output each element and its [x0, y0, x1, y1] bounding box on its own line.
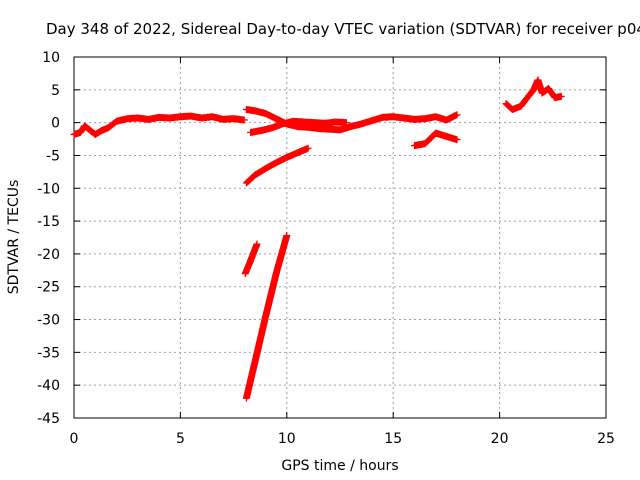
chart-title: Day 348 of 2022, Sidereal Day-to-day VTE…	[46, 20, 640, 38]
y-tick-label: -20	[37, 247, 60, 263]
data-point-markers	[242, 232, 291, 402]
data-trace	[242, 144, 312, 187]
axis-ticks	[73, 56, 607, 419]
y-tick-label: -45	[37, 411, 60, 427]
y-tick-label: 0	[51, 116, 60, 132]
y-tick-label: -10	[37, 181, 60, 197]
x-tick-label: 10	[278, 431, 296, 447]
x-axis-label: GPS time / hours	[281, 458, 398, 474]
x-tick-label: 20	[491, 431, 509, 447]
y-tick-label: -25	[37, 280, 60, 296]
y-tick-labels: 10 5 0 -5 -10 -15 -20 -25 -30 -35 -40 -45	[37, 50, 60, 427]
y-axis-label: SDTVAR / TECUs	[6, 180, 22, 295]
data-markers	[70, 76, 565, 402]
y-tick-label: 10	[42, 50, 60, 66]
y-tick-label: -5	[46, 148, 60, 164]
grid-lines	[74, 57, 606, 418]
data-point-markers	[241, 240, 261, 278]
y-tick-label: -30	[37, 313, 60, 329]
data-trace	[70, 112, 248, 138]
x-tick-label: 15	[384, 431, 402, 447]
y-tick-label: -15	[37, 214, 60, 230]
x-tick-label: 25	[597, 431, 615, 447]
data-trace	[502, 76, 565, 113]
data-point-markers	[411, 129, 461, 150]
data-trace	[241, 240, 261, 278]
y-tick-label: -40	[37, 378, 60, 394]
x-tick-label: 5	[176, 431, 185, 447]
y-tick-label: 5	[51, 83, 60, 99]
data-point-markers	[242, 144, 312, 187]
data-trace	[242, 232, 291, 402]
x-tick-label: 0	[70, 431, 79, 447]
data-trace	[247, 117, 350, 136]
x-tick-labels: 0 5 10 15 20 25	[70, 431, 615, 447]
plot-frame	[73, 56, 607, 419]
data-point-markers	[247, 117, 350, 136]
data-point-markers	[70, 112, 248, 138]
data-point-markers	[502, 76, 565, 113]
y-tick-label: -35	[37, 345, 60, 361]
data-trace	[411, 129, 461, 150]
